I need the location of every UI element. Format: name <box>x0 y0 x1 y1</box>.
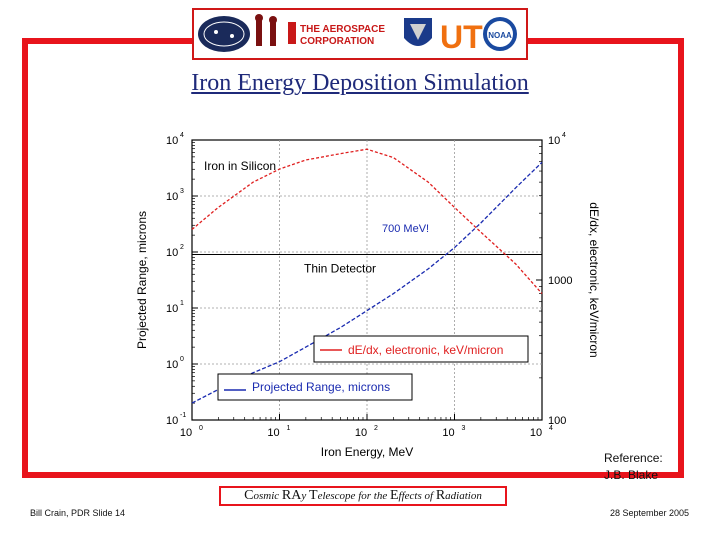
y-tick-label-left: 10 <box>166 359 178 371</box>
y-tick-exponent-left: 1 <box>180 300 184 307</box>
footer-word-rest: elescope for the <box>317 490 390 502</box>
footer-slide-number: Bill Crain, PDR Slide 14 <box>30 508 126 518</box>
reference-label: Reference: <box>604 451 663 465</box>
logo-ut: UT <box>440 19 483 55</box>
slide-title: Iron Energy Deposition Simulation <box>191 70 529 96</box>
logo-figures <box>255 14 277 46</box>
series-line <box>191 161 543 404</box>
legend-box-range <box>217 373 413 401</box>
annotation-material: Iron in Silicon <box>204 159 276 173</box>
logo-aerospace: THE AEROSPACE CORPORATION <box>288 22 385 47</box>
svg-text:CORPORATION: CORPORATION <box>300 36 374 47</box>
footer-acronym-letter: C <box>244 488 254 503</box>
footer-acronym-letter: T <box>309 488 318 503</box>
y-tick-label-left: 10 <box>166 303 178 315</box>
x-tick-exponent: 0 <box>199 425 203 432</box>
x-tick-label: 10 <box>355 427 367 439</box>
y-axis-label-right: dE/dx, electronic, keV/micron <box>587 202 601 357</box>
legend-box-dedx <box>313 335 529 363</box>
footer-acronym-letter: R <box>435 488 446 503</box>
legend-label-range: Projected Range, microns <box>252 380 390 394</box>
x-tick-exponent: 4 <box>549 425 553 432</box>
logo-dark-oval <box>198 16 250 52</box>
footer-word-rest: adiation <box>445 490 482 502</box>
annotation-energy: 700 MeV! <box>382 223 429 235</box>
x-axis-label: Iron Energy, MeV <box>321 445 413 459</box>
y-tick-exponent-left: 4 <box>180 132 184 139</box>
y-axis-label-left: Projected Range, microns <box>135 211 149 349</box>
y-tick-label-right: 1000 <box>548 275 572 287</box>
y-tick-label-left: 10 <box>166 415 178 427</box>
x-tick-exponent: 3 <box>462 425 466 432</box>
logo-air-force-shield <box>404 18 432 46</box>
footer-acronym-letter: E <box>389 488 399 503</box>
logo-noaa: NOAA <box>483 17 517 51</box>
y-tick-label-left: 10 <box>166 191 178 203</box>
svg-text:NOAA: NOAA <box>488 31 512 40</box>
annotation-detector: Thin Detector <box>304 262 376 276</box>
x-tick-exponent: 2 <box>374 425 378 432</box>
footer-project-name: Cosmic RAy Telescope for the Effects of … <box>219 486 507 506</box>
reference-author: J.B. Blake <box>604 468 659 482</box>
footer-word-rest: ffects of <box>398 490 436 502</box>
y-tick-exponent-right: 4 <box>562 132 566 139</box>
logos: THE AEROSPACE CORPORATION UT NOAA <box>198 14 517 55</box>
y-tick-exponent-left: 0 <box>180 356 184 363</box>
footer-acronym-letter: RA <box>281 488 302 503</box>
footer-word-rest: osmic <box>253 490 282 502</box>
x-tick-label: 10 <box>180 427 192 439</box>
legend-label-dedx: dE/dx, electronic, keV/micron <box>348 343 503 357</box>
y-tick-exponent-left: 2 <box>180 244 184 251</box>
y-tick-label-left: 10 <box>166 247 178 259</box>
x-tick-exponent: 1 <box>287 425 291 432</box>
x-tick-label: 10 <box>442 427 454 439</box>
reference-note: Reference: J.B. Blake <box>604 450 663 484</box>
logo-strip: THE AEROSPACE CORPORATION UT NOAA <box>192 8 528 60</box>
series-line <box>191 148 543 295</box>
y-tick-label-right: 100 <box>548 415 566 427</box>
y-tick-exponent-left: 3 <box>180 188 184 195</box>
x-tick-label: 10 <box>530 427 542 439</box>
chart: 10 0 10 1 10 2 10 3 10 410 -110 010 110 210 310 4100100… <box>135 132 601 459</box>
y-tick-label-left: 10 <box>166 135 178 147</box>
svg-text:THE AEROSPACE: THE AEROSPACE <box>300 24 385 35</box>
footer-word-rest: y <box>301 490 310 502</box>
y-tick-exponent-left: -1 <box>180 412 186 419</box>
x-tick-label: 10 <box>267 427 279 439</box>
y-tick-label-right: 10 <box>548 135 560 147</box>
svg-text:UT: UT <box>440 19 483 55</box>
footer-date: 28 September 2005 <box>610 508 690 518</box>
